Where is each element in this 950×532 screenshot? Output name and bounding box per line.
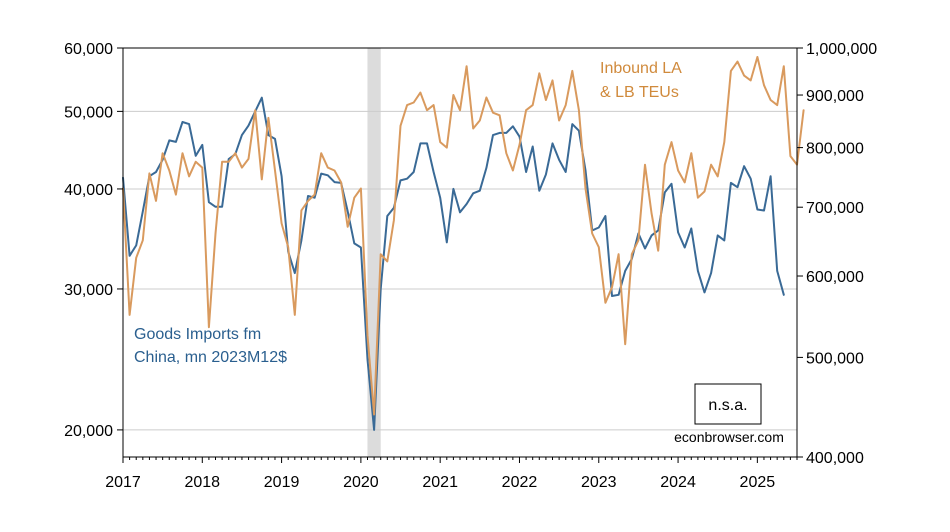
x-axis-tick-label: 2025: [740, 474, 776, 491]
x-axis-tick-label: 2024: [660, 474, 696, 491]
x-axis-tick-label: 2021: [422, 474, 458, 491]
right-series-label-line2: & LB TEUs: [600, 84, 679, 101]
right-axis-tick-label: 700,000: [806, 200, 864, 217]
right-axis-tick-label: 900,000: [806, 88, 864, 105]
axes-layer: 20,000 30,000 40,000 50,000 60,000 400,000 500…: [64, 41, 877, 491]
right-axis-tick-label: 500,000: [806, 350, 864, 367]
x-axis-tick-label: 2022: [502, 474, 538, 491]
annotations-layer: Goods Imports fm China, mn 2023M12$ Inbo…: [134, 60, 784, 445]
left-series-label-line1: Goods Imports fm: [134, 326, 261, 343]
right-axis-tick-label: 600,000: [806, 269, 864, 286]
series-layer: [122, 56, 805, 431]
x-axis-tick-label: 2018: [184, 474, 220, 491]
credit-label: econbrowser.com: [674, 429, 784, 445]
left-axis-tick-label: 40,000: [64, 182, 113, 199]
left-axis-tick-label: 30,000: [64, 282, 113, 299]
series-line-la-lb-teus: [122, 56, 805, 416]
right-axis-tick-label: 1,000,000: [806, 41, 877, 58]
left-axis-tick-label: 20,000: [64, 423, 113, 440]
left-axis-tick-label: 50,000: [64, 104, 113, 121]
right-axis-tick-label: 400,000: [806, 450, 864, 467]
right-series-label-line1: Inbound LA: [600, 60, 682, 77]
nsa-box: [694, 383, 762, 425]
nsa-label: n.s.a.: [708, 397, 747, 414]
left-series-label-line2: China, mn 2023M12$: [134, 349, 287, 366]
x-axis-tick-label: 2019: [264, 474, 300, 491]
left-axis-tick-label: 60,000: [64, 41, 113, 58]
x-axis-tick-label: 2017: [105, 474, 141, 491]
x-axis-tick-label: 2020: [343, 474, 379, 491]
right-axis-tick-label: 800,000: [806, 141, 864, 158]
x-axis-tick-label: 2023: [581, 474, 617, 491]
